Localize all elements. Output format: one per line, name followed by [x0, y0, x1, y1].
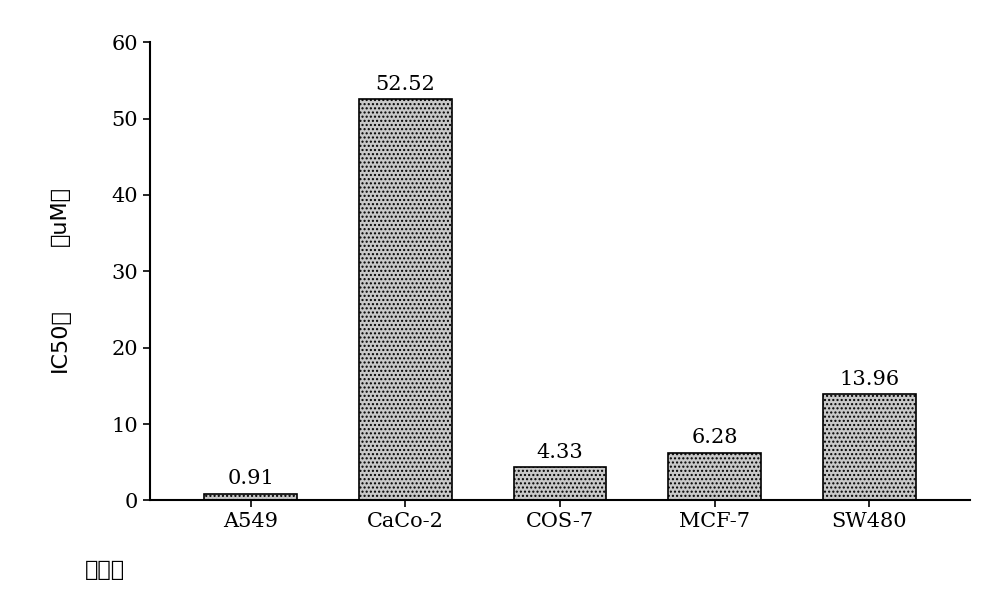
Bar — [668, 452, 761, 500]
Bar — [514, 467, 606, 500]
Text: IC50値: IC50値 — [50, 308, 70, 372]
Bar — [359, 99, 452, 500]
Text: 细胞系: 细胞系 — [84, 560, 125, 580]
Bar — [823, 394, 916, 500]
Text: 4.33: 4.33 — [537, 443, 583, 462]
Bar — [204, 493, 297, 500]
Text: （uM）: （uM） — [50, 186, 70, 247]
Text: 52.52: 52.52 — [375, 75, 435, 94]
Text: 13.96: 13.96 — [839, 370, 899, 388]
Text: 6.28: 6.28 — [691, 428, 738, 447]
Text: 0.91: 0.91 — [227, 469, 274, 488]
